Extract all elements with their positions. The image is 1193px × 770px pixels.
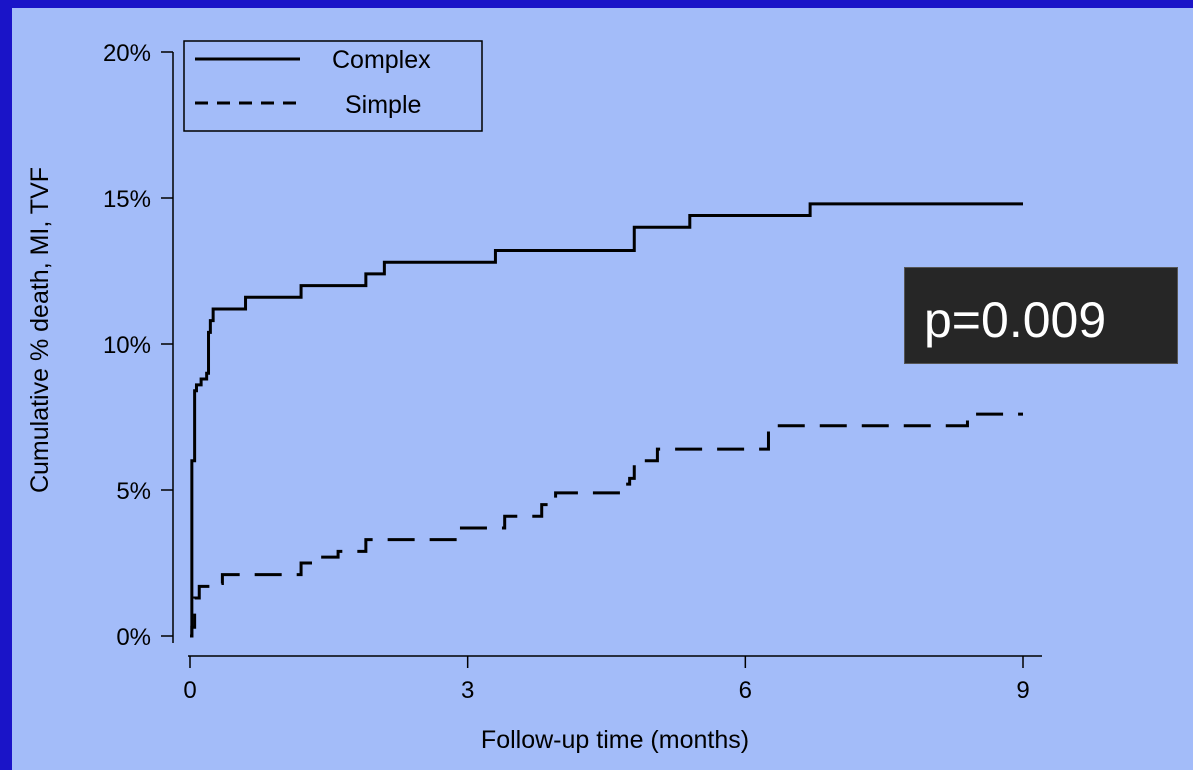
y-axis-title: Cumulative % death, MI, TVF: [26, 167, 54, 493]
y-ticks: 0% 5% 10% 15% 20%: [103, 40, 173, 651]
legend-box: [183, 40, 483, 132]
x-tick-label: 6: [739, 677, 752, 704]
x-axis-title: Follow-up time (months): [481, 726, 749, 754]
slide-background: 0% 5% 10% 15% 20% 0 3 6 9 Follow-up time (month…: [12, 8, 1193, 770]
series-line-simple: [190, 412, 1023, 638]
x-tick-label: 9: [1016, 677, 1029, 704]
legend-label-simple: Simple: [345, 91, 421, 119]
x-tick-label: 0: [183, 677, 196, 704]
series-line-complex: [190, 202, 1023, 638]
survival-chart: 0% 5% 10% 15% 20% 0 3 6 9 Follow-up time (month…: [26, 40, 1042, 754]
legend-label-complex: Complex: [332, 46, 431, 74]
x-tick-label: 3: [461, 677, 474, 704]
legend: Complex Simple: [183, 40, 483, 132]
y-tick-label: 20%: [103, 40, 151, 67]
y-tick-label: 15%: [103, 186, 151, 213]
y-tick-label: 10%: [103, 332, 151, 359]
y-tick-label: 5%: [116, 478, 151, 505]
p-value-box: [904, 267, 1178, 364]
x-ticks: 0 3 6 9: [183, 656, 1030, 704]
y-tick-label: 0%: [116, 624, 151, 651]
p-value-annotation: p=0.009: [924, 292, 1107, 348]
series-layer: [190, 202, 1023, 638]
